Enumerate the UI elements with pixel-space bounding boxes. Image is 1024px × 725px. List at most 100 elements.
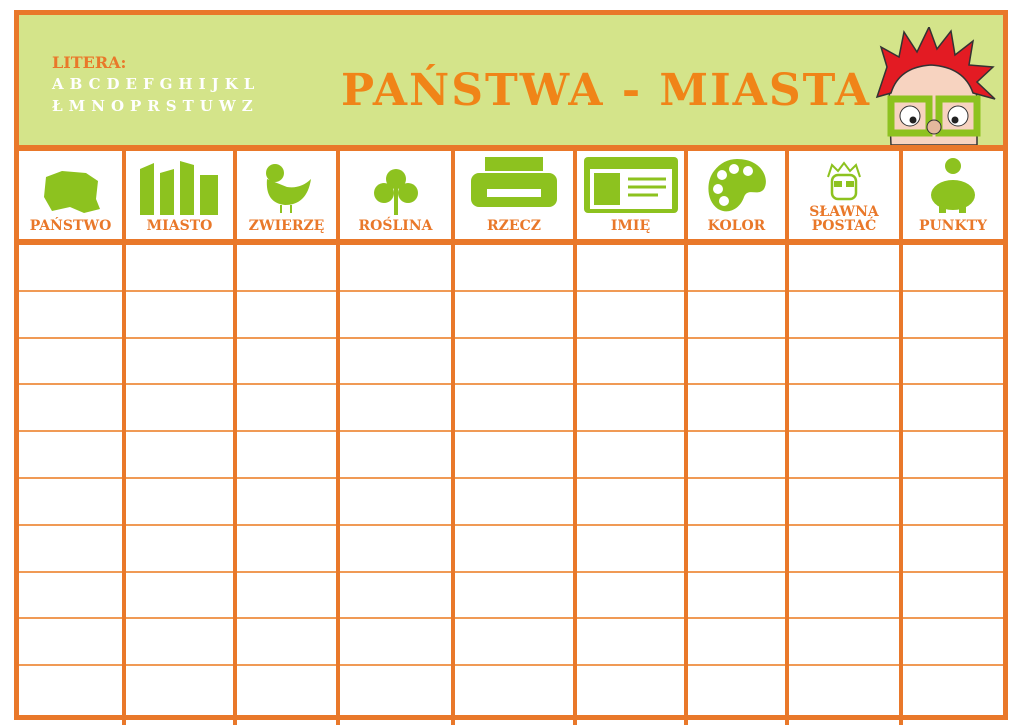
answer-cell[interactable] <box>126 573 233 620</box>
answer-cell[interactable] <box>237 385 336 433</box>
answer-cell[interactable] <box>688 245 785 292</box>
answer-cell[interactable] <box>577 619 684 667</box>
score-cell[interactable] <box>903 619 1003 667</box>
answer-cell[interactable] <box>340 619 451 667</box>
answer-cell[interactable] <box>577 479 684 526</box>
answer-cell[interactable] <box>688 619 785 667</box>
answer-cell[interactable] <box>126 245 233 292</box>
answer-cell[interactable] <box>237 619 336 667</box>
answer-cell[interactable] <box>577 526 684 573</box>
answer-cell[interactable] <box>19 619 122 667</box>
answer-cell[interactable] <box>577 432 684 479</box>
answer-cell[interactable] <box>126 619 233 667</box>
answer-cell[interactable] <box>789 245 899 292</box>
answer-cell[interactable] <box>237 339 336 386</box>
answer-cell[interactable] <box>340 573 451 620</box>
column-imie: IMIĘ <box>577 151 688 725</box>
answer-cell[interactable] <box>237 526 336 573</box>
answer-cell[interactable] <box>340 666 451 713</box>
answer-cell[interactable] <box>688 292 785 339</box>
answer-cell[interactable] <box>789 573 899 620</box>
answer-cell[interactable] <box>237 573 336 620</box>
answer-cell[interactable] <box>340 526 451 573</box>
answer-cell[interactable] <box>340 292 451 339</box>
answer-cell[interactable] <box>237 479 336 526</box>
answer-cell[interactable] <box>126 666 233 713</box>
answer-cell[interactable] <box>126 479 233 526</box>
score-cell[interactable] <box>903 666 1003 713</box>
answer-cell[interactable] <box>455 385 573 433</box>
answer-cell[interactable] <box>237 245 336 292</box>
column-header: MIASTO <box>126 151 233 245</box>
answer-cell[interactable] <box>688 432 785 479</box>
answer-cell[interactable] <box>688 666 785 713</box>
answer-cell[interactable] <box>455 339 573 386</box>
answer-cell[interactable] <box>455 479 573 526</box>
answer-cell[interactable] <box>577 385 684 433</box>
answer-cell[interactable] <box>19 666 122 713</box>
answer-cell[interactable] <box>340 479 451 526</box>
answer-cell[interactable] <box>688 339 785 386</box>
answer-cell[interactable] <box>789 666 899 713</box>
answer-cell[interactable] <box>789 339 899 386</box>
score-cell[interactable] <box>903 573 1003 620</box>
answer-cell[interactable] <box>789 432 899 479</box>
column-label: MIASTO <box>146 218 213 234</box>
palette-icon <box>707 159 766 212</box>
answer-cell[interactable] <box>237 666 336 713</box>
answer-cell[interactable] <box>126 432 233 479</box>
score-cell[interactable] <box>903 339 1003 386</box>
answer-cell[interactable] <box>455 666 573 713</box>
answer-cell[interactable] <box>19 573 122 620</box>
answer-cell[interactable] <box>340 245 451 292</box>
answer-cell[interactable] <box>19 385 122 433</box>
answer-cell[interactable] <box>577 666 684 713</box>
answer-cell[interactable] <box>455 573 573 620</box>
answer-cell[interactable] <box>789 385 899 433</box>
answer-cell[interactable] <box>455 292 573 339</box>
answer-cell[interactable] <box>688 573 785 620</box>
answer-cell[interactable] <box>237 292 336 339</box>
score-cell[interactable] <box>903 432 1003 479</box>
score-cell[interactable] <box>903 526 1003 573</box>
answer-cell[interactable] <box>789 479 899 526</box>
answer-cell[interactable] <box>19 292 122 339</box>
answer-cell[interactable] <box>126 339 233 386</box>
answer-cell[interactable] <box>688 479 785 526</box>
answer-cell[interactable] <box>577 339 684 386</box>
answer-cell[interactable] <box>19 526 122 573</box>
score-cell[interactable] <box>903 479 1003 526</box>
answer-cell[interactable] <box>577 573 684 620</box>
answer-cell[interactable] <box>577 245 684 292</box>
score-cell[interactable] <box>903 292 1003 339</box>
answer-cell[interactable] <box>789 619 899 667</box>
answer-cell[interactable] <box>237 432 336 479</box>
answer-cell[interactable] <box>688 526 785 573</box>
answer-cell[interactable] <box>126 526 233 573</box>
answer-cell[interactable] <box>19 245 122 292</box>
answer-cell[interactable] <box>455 245 573 292</box>
answer-cell[interactable] <box>19 479 122 526</box>
answer-cell[interactable] <box>455 432 573 479</box>
column-label: KOLOR <box>707 218 766 234</box>
answer-cell[interactable] <box>19 432 122 479</box>
column-label: SŁAWNA POSTAĆ <box>809 204 879 234</box>
rooster-icon <box>265 164 311 213</box>
answer-cell[interactable] <box>688 385 785 433</box>
answer-cell[interactable] <box>126 385 233 433</box>
answer-cell[interactable] <box>340 339 451 386</box>
litera-label: LITERA: <box>52 53 127 72</box>
column-zwierze: ZWIERZĘ <box>237 151 340 725</box>
answer-cell[interactable] <box>126 292 233 339</box>
answer-cell[interactable] <box>455 526 573 573</box>
answer-cell[interactable] <box>340 385 451 433</box>
answer-cell[interactable] <box>789 292 899 339</box>
answer-cell[interactable] <box>577 292 684 339</box>
score-cell[interactable] <box>903 245 1003 292</box>
answer-cell[interactable] <box>340 432 451 479</box>
score-cell[interactable] <box>903 385 1003 433</box>
answer-cell[interactable] <box>789 526 899 573</box>
page-title: PAŃSTWA - MIASTA <box>341 65 872 116</box>
answer-cell[interactable] <box>455 619 573 667</box>
answer-cell[interactable] <box>19 339 122 386</box>
